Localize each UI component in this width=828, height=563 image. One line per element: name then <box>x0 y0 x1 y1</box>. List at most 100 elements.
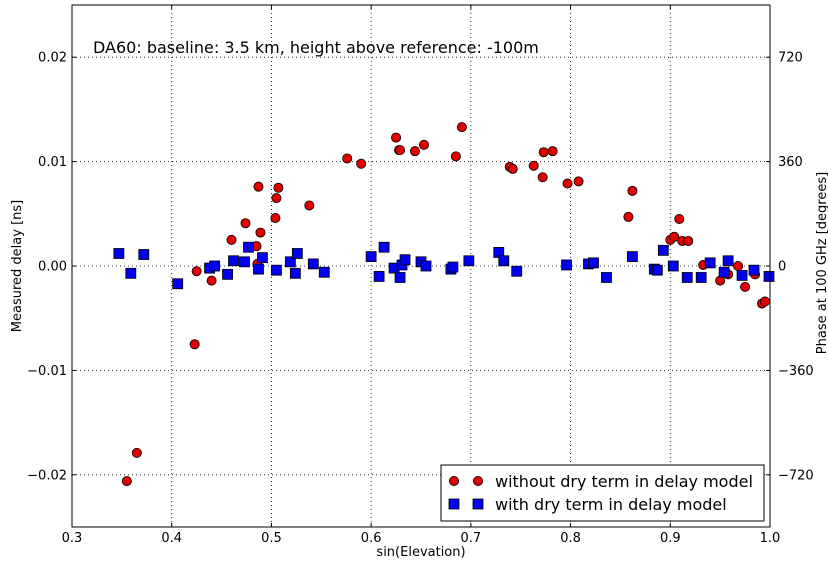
data-point-with-dry-term <box>718 266 730 278</box>
data-point-with-dry-term <box>657 244 669 256</box>
data-point-without-dry-term <box>273 182 284 193</box>
x-tick-label: 0.4 <box>161 531 182 546</box>
data-point-with-dry-term <box>420 260 432 272</box>
data-point-with-dry-term <box>291 248 303 259</box>
y-tick-label: −0.02 <box>27 468 67 483</box>
data-point-without-dry-term <box>733 260 744 271</box>
data-point-without-dry-term <box>538 147 549 158</box>
data-point-with-dry-term <box>667 260 679 272</box>
x-tick-label: 0.8 <box>560 531 581 546</box>
data-point-without-dry-term <box>191 266 202 277</box>
data-point-without-dry-term <box>760 296 771 307</box>
data-point-with-dry-term <box>763 271 775 282</box>
data-point-without-dry-term <box>456 122 467 133</box>
legend-marker-without-dry-2 <box>472 475 483 486</box>
data-point-without-dry-term <box>255 227 266 238</box>
data-point-without-dry-term <box>391 132 402 143</box>
y2-tick-label: −720 <box>778 468 814 483</box>
data-point-with-dry-term <box>138 249 150 260</box>
data-point-with-dry-term <box>748 264 760 276</box>
data-point-without-dry-term <box>537 172 548 183</box>
y2-tick-label: 720 <box>778 51 803 66</box>
data-point-without-dry-term <box>683 235 694 246</box>
data-point-with-dry-term <box>695 272 707 283</box>
data-point-without-dry-term <box>627 185 638 196</box>
data-point-with-dry-term <box>561 259 572 271</box>
legend-marker-with-dry-2 <box>472 498 484 510</box>
data-point-without-dry-term <box>674 214 685 225</box>
data-point-without-dry-term <box>271 193 282 204</box>
data-point-with-dry-term <box>626 251 638 263</box>
y2-axis-label: Phase at 100 GHz [degrees] <box>815 172 828 354</box>
y2-tick-label: 0 <box>778 260 786 275</box>
legend: without dry term in delay model with dry… <box>440 464 765 522</box>
data-point-without-dry-term <box>342 153 353 164</box>
data-point-without-dry-term <box>270 212 281 223</box>
data-point-with-dry-term <box>498 255 510 267</box>
data-point-with-dry-term <box>125 267 137 279</box>
data-point-with-dry-term <box>378 241 390 253</box>
data-point-with-dry-term <box>399 254 411 266</box>
y-tick-label: 0.00 <box>38 260 67 275</box>
data-point-with-dry-term <box>257 252 268 264</box>
data-point-without-dry-term <box>528 160 539 171</box>
legend-label-without-dry: without dry term in delay model <box>495 472 753 491</box>
data-point-without-dry-term <box>121 476 132 487</box>
data-point-with-dry-term <box>588 257 599 269</box>
y2-tick-label: −360 <box>778 364 814 379</box>
y-axis-label: Measured delay [ns] <box>10 200 25 332</box>
data-point-without-dry-term <box>547 146 558 157</box>
data-point-without-dry-term <box>740 281 751 292</box>
data-point-without-dry-term <box>189 339 200 350</box>
data-points <box>113 122 775 487</box>
data-point-with-dry-term <box>463 255 475 267</box>
x-tick-label: 0.7 <box>461 531 482 546</box>
data-point-without-dry-term <box>418 139 429 150</box>
data-point-with-dry-term <box>113 248 125 259</box>
data-point-without-dry-term <box>410 146 421 157</box>
x-tick-label: 0.5 <box>261 531 282 546</box>
data-point-with-dry-term <box>511 265 523 277</box>
data-point-without-dry-term <box>562 178 573 189</box>
data-point-with-dry-term <box>222 268 233 280</box>
data-point-with-dry-term <box>172 278 184 290</box>
data-point-with-dry-term <box>651 264 663 276</box>
data-point-without-dry-term <box>623 211 634 222</box>
data-point-with-dry-term <box>601 272 612 283</box>
y-tick-label: 0.01 <box>38 155 67 170</box>
data-point-without-dry-term <box>253 181 264 192</box>
x-tick-label: 0.6 <box>361 531 382 546</box>
legend-box <box>440 464 765 522</box>
data-point-without-dry-term <box>226 234 237 245</box>
legend-marker-with-dry-1 <box>448 498 460 510</box>
y2-tick-label: 360 <box>778 155 803 170</box>
y-tick-label: −0.01 <box>27 364 67 379</box>
data-point-without-dry-term <box>450 151 461 162</box>
data-point-without-dry-term <box>395 145 406 156</box>
data-point-with-dry-term <box>289 267 301 279</box>
legend-marker-without-dry-1 <box>448 475 459 486</box>
data-point-with-dry-term <box>447 261 459 273</box>
data-point-with-dry-term <box>307 258 319 270</box>
data-point-without-dry-term <box>131 447 142 458</box>
x-tick-label: 1.0 <box>760 531 781 546</box>
data-point-with-dry-term <box>228 255 239 267</box>
data-point-with-dry-term <box>209 260 220 272</box>
data-point-with-dry-term <box>704 257 716 269</box>
data-point-with-dry-term <box>284 256 296 268</box>
data-point-with-dry-term <box>243 241 254 253</box>
data-point-with-dry-term <box>394 272 406 283</box>
data-point-without-dry-term <box>304 200 315 211</box>
data-point-without-dry-term <box>206 275 217 286</box>
data-point-with-dry-term <box>239 256 250 268</box>
data-point-with-dry-term <box>722 255 734 267</box>
y-tick-label: 0.02 <box>38 51 67 66</box>
x-axis-label: sin(Elevation) <box>376 545 465 560</box>
x-tick-label: 0.9 <box>660 531 681 546</box>
axis-ticks: 0.3 0.4 0.5 0.6 0.7 0.8 0.9 1.0 0.02 0.01 0.00 −0.0… <box>27 5 814 546</box>
data-point-with-dry-term <box>271 264 282 276</box>
data-point-with-dry-term <box>681 272 693 283</box>
data-point-with-dry-term <box>318 266 330 278</box>
legend-label-with-dry: with dry term in delay model <box>495 495 727 514</box>
